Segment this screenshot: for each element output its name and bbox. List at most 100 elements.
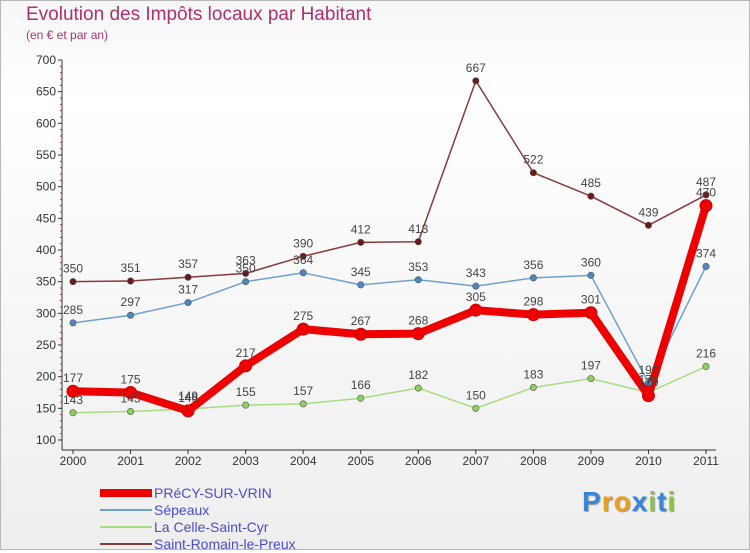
point-s0-2006 (411, 327, 425, 341)
point-s0-2009 (584, 306, 598, 320)
data-label-s2-2011: 216 (696, 347, 716, 361)
data-label-s0-2004: 275 (293, 309, 313, 323)
point-s2-2011 (702, 363, 710, 371)
point-s2-2000 (69, 409, 77, 417)
point-s1-2007 (472, 282, 480, 290)
data-label-s1-2004: 364 (293, 253, 313, 267)
point-s1-2003 (242, 278, 250, 286)
data-label-s1-2000: 285 (63, 303, 83, 317)
x-tick-label-2008: 2008 (520, 454, 547, 468)
data-label-s0-2008: 298 (523, 295, 543, 309)
series-line-1 (72, 265, 707, 384)
data-label-s0-2003: 217 (236, 346, 256, 360)
point-s0-2008 (526, 308, 540, 322)
point-s0-2004 (296, 322, 310, 336)
point-s3-2008 (529, 169, 537, 177)
y-tick-label-300: 300 (36, 306, 56, 320)
data-label-s1-2010: 190 (638, 363, 658, 377)
point-s2-2001 (127, 407, 135, 415)
data-label-s1-2003: 350 (236, 262, 256, 276)
point-s1-2009 (587, 271, 595, 279)
data-label-s1-2007: 343 (466, 266, 486, 280)
logo-letter: r (601, 486, 614, 517)
y-tick-label-150: 150 (36, 401, 56, 415)
point-s2-2005 (357, 394, 365, 402)
data-label-s1-2001: 297 (121, 295, 141, 309)
data-label-s0-2009: 301 (581, 293, 601, 307)
point-s3-2007 (472, 77, 480, 85)
point-s0-2005 (354, 327, 368, 341)
y-tick-label-700: 700 (36, 53, 56, 67)
y-tick-label-550: 550 (36, 148, 56, 162)
legend-label-precy: PRéCY-SUR-VRIN (154, 485, 272, 501)
x-tick-label-2007: 2007 (462, 454, 489, 468)
logo-letter: i (648, 486, 658, 517)
data-label-s0-2010: 170 (638, 376, 658, 390)
legend-swatch-la-celle (100, 526, 152, 528)
point-s2-2003 (242, 401, 250, 409)
logo-letter: o (613, 486, 632, 517)
data-label-s1-2002: 317 (178, 283, 198, 297)
data-label-s0-2000: 177 (63, 371, 83, 385)
data-label-s1-2009: 360 (581, 255, 601, 269)
data-label-s2-2006: 182 (408, 368, 428, 382)
data-label-s2-2005: 166 (351, 378, 371, 392)
y-tick-label-450: 450 (36, 211, 56, 225)
point-s3-2009 (587, 192, 595, 200)
point-s3-2010 (644, 221, 652, 229)
point-s1-2008 (529, 274, 537, 282)
point-s0-2002 (181, 404, 195, 418)
data-label-s2-2002: 149 (178, 389, 198, 403)
point-s0-2007 (469, 303, 483, 317)
chart-title: Evolution des Impôts locaux par Habitant (26, 4, 372, 25)
data-label-s0-2006: 268 (408, 314, 428, 328)
x-tick-label-2010: 2010 (635, 454, 662, 468)
point-s1-2002 (184, 299, 192, 307)
point-s0-2000 (66, 384, 80, 398)
x-tick-label-2005: 2005 (347, 454, 374, 468)
y-tick-label-650: 650 (36, 85, 56, 99)
x-tick-label-2002: 2002 (175, 454, 202, 468)
y-tick-label-600: 600 (36, 116, 56, 130)
legend-swatch-precy (100, 489, 152, 497)
series-markers (66, 77, 713, 418)
point-s2-2006 (414, 384, 422, 392)
data-label-s2-2010: 175 (638, 373, 658, 387)
point-s0-2003 (239, 359, 253, 373)
data-label-s3-2004: 390 (293, 236, 313, 250)
proxiti-logo: Proxiti (582, 486, 676, 518)
data-label-s0-2011: 470 (696, 186, 716, 200)
data-label-s0-2002: 146 (178, 391, 198, 405)
series-line-3 (72, 80, 707, 283)
point-s3-2004 (299, 252, 307, 260)
point-s1-2004 (299, 269, 307, 277)
data-label-s3-2008: 522 (523, 153, 543, 167)
legend-label-saint-romain: Saint-Romain-le-Preux (154, 536, 296, 552)
data-label-s2-2004: 157 (293, 384, 313, 398)
x-tick-label-2000: 2000 (60, 454, 87, 468)
data-label-s2-2000: 143 (63, 393, 83, 407)
point-s1-2005 (357, 281, 365, 289)
point-s1-2001 (127, 311, 135, 319)
data-label-s2-2001: 145 (121, 392, 141, 406)
x-tick-label-2001: 2001 (117, 454, 144, 468)
x-tick-label-2004: 2004 (290, 454, 317, 468)
legend-label-la-celle: La Celle-Saint-Cyr (154, 519, 269, 535)
data-label-s1-2008: 356 (523, 258, 543, 272)
series-lines (69, 80, 710, 415)
point-s2-2008 (529, 383, 537, 391)
data-labels: 177 175 146 217 275 267 268 305 298 301 170 470 285 2… (63, 61, 716, 407)
logo-letter: i (667, 486, 677, 517)
data-label-s3-2011: 487 (696, 175, 716, 189)
data-label-s2-2008: 183 (523, 367, 543, 381)
point-s0-2011 (699, 199, 713, 213)
data-label-s1-2005: 345 (351, 265, 371, 279)
y-tick-label-100: 100 (36, 433, 56, 447)
y-tick-label-400: 400 (36, 243, 56, 257)
point-s3-2001 (127, 277, 135, 285)
y-tick-label-500: 500 (36, 180, 56, 194)
data-label-s3-2001: 351 (121, 261, 141, 275)
point-s1-2006 (414, 276, 422, 284)
x-tick-label-2006: 2006 (405, 454, 432, 468)
